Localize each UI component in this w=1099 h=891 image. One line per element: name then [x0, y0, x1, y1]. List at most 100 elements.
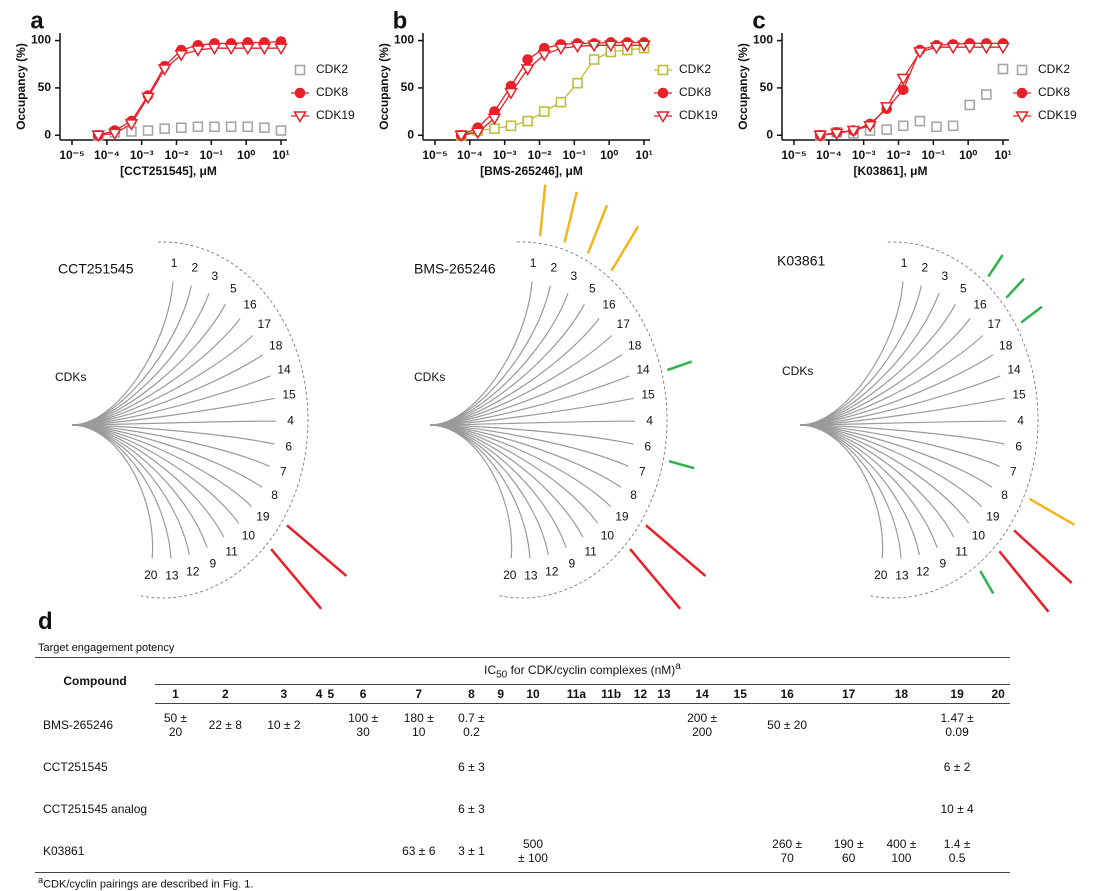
column-header: 11a: [559, 684, 594, 705]
data-point: [946, 42, 960, 55]
leaf-label: 6: [1015, 439, 1022, 453]
data-point: [159, 123, 170, 134]
compound-name: CCT251545: [58, 261, 134, 277]
leaf-label: 13: [165, 568, 179, 582]
empty-cell: [559, 704, 593, 747]
x-tick-label: 10¹: [272, 148, 289, 162]
empty-cell: [559, 830, 593, 873]
data-point: [225, 121, 237, 133]
data-point: [538, 106, 550, 117]
legend-label: CDK19: [679, 108, 718, 122]
data-point: [587, 40, 601, 53]
leaf-label: 10: [601, 529, 615, 543]
x-axis-label: [CCT251545], μM: [120, 164, 217, 178]
column-header: 1: [155, 684, 196, 705]
x-tick-label: 10¹: [635, 148, 652, 162]
table-caption: Target engagement potency: [38, 642, 175, 654]
value-cell: 100 ± 30: [348, 711, 379, 740]
legend-marker: [656, 111, 670, 123]
data-point: [979, 42, 994, 55]
empty-cell: [822, 788, 875, 830]
empty-cell: [593, 788, 628, 830]
value-cell: 1.47 ± 0.09: [940, 711, 974, 740]
data-point: [454, 130, 468, 143]
empty-cell: [752, 788, 822, 830]
table: Compound IC50 for CDK/cyclin complexes (…: [35, 657, 1010, 874]
tree-branch: [799, 303, 956, 426]
empty-cell: [389, 788, 448, 830]
empty-cell: [196, 788, 255, 830]
data-point: [522, 115, 533, 127]
empty-cell: [728, 704, 752, 747]
x-tick-label: 10⁻³: [852, 148, 876, 162]
leaf-label: 15: [282, 388, 296, 402]
empty-cell: [495, 746, 507, 788]
hit-marker: [666, 360, 693, 372]
empty-cell: [313, 704, 325, 747]
empty-cell: [255, 788, 314, 830]
x-tick-label: 10⁻⁴: [457, 148, 483, 162]
data-point: [879, 102, 894, 114]
value-cell: 1.4 ± 0.5: [943, 837, 971, 866]
table-row: BMS-265246 50 ± 20 22 ± 8 10 ± 2 100 ± 30 180…: [35, 704, 1010, 747]
tree-branch: [429, 318, 600, 426]
y-tick-label: 100: [753, 33, 773, 47]
leaf-label: 7: [639, 464, 646, 478]
leaf-label: 17: [258, 317, 272, 331]
column-header: 7: [389, 684, 449, 705]
tree-branch: [429, 424, 599, 524]
leaf-label: 1: [171, 256, 178, 270]
series-line: [98, 40, 282, 136]
leaf-label: 11: [584, 544, 597, 558]
empty-cell: [389, 746, 448, 788]
tree-branch: [429, 424, 567, 548]
table-row: K03861 63 ± 6 3 ± 1 500 ± 100 260 ± 70 190 ± …: [35, 830, 1010, 873]
empty-cell: [752, 746, 822, 788]
tree-branch: [71, 424, 225, 538]
series-line: [820, 42, 1003, 136]
x-tick-label: 10⁻⁵: [59, 148, 84, 162]
leaf-label: 15: [1012, 388, 1026, 402]
data-point: [913, 47, 927, 59]
data-point: [157, 64, 172, 76]
empty-cell: [507, 746, 560, 788]
empty-cell: [728, 746, 752, 788]
data-point: [813, 130, 827, 143]
column-header: 4: [313, 684, 325, 705]
leaf-label: 3: [212, 269, 219, 283]
header-cell: Compound: [63, 673, 127, 688]
empty-cell: [255, 746, 314, 788]
column-header: 10: [506, 684, 560, 705]
empty-cell: [652, 830, 676, 873]
footnote: aCDK/cyclin pairings are described in Fi…: [38, 875, 1010, 891]
leaf-label: 17: [988, 317, 1002, 331]
data-point: [224, 43, 238, 56]
leaf-label: 12: [186, 564, 200, 578]
leaf-label: 18: [999, 339, 1013, 353]
data-point: [520, 64, 535, 76]
leaf-label: 19: [256, 510, 270, 524]
column-header: 17: [822, 684, 876, 705]
data-point: [637, 40, 651, 53]
tree-boundary: [867, 241, 1039, 599]
table-row: CCT251545 analog 6 ± 3 10 ± 4: [35, 788, 1010, 830]
leaf-label: 8: [271, 488, 278, 502]
tree-boundary: [496, 241, 668, 599]
column-header: 6: [336, 684, 390, 705]
legend-marker: [657, 87, 669, 99]
column-header: 18: [875, 684, 928, 705]
value-cell: 0.7 ± 0.2: [458, 711, 485, 740]
leaf-label: 8: [1001, 488, 1008, 502]
leaf-label: 19: [986, 510, 1000, 524]
empty-cell: [155, 746, 196, 788]
empty-cell: [325, 746, 337, 788]
panel-letter: a: [30, 7, 44, 34]
series-line: [820, 46, 1003, 136]
column-header: 13: [652, 684, 676, 705]
leaf-label: 5: [589, 282, 596, 296]
leaf-label: 14: [1007, 362, 1021, 376]
column-header: 8: [448, 684, 495, 705]
empty-cell: [676, 788, 729, 830]
leaf-label: 4: [646, 414, 653, 428]
